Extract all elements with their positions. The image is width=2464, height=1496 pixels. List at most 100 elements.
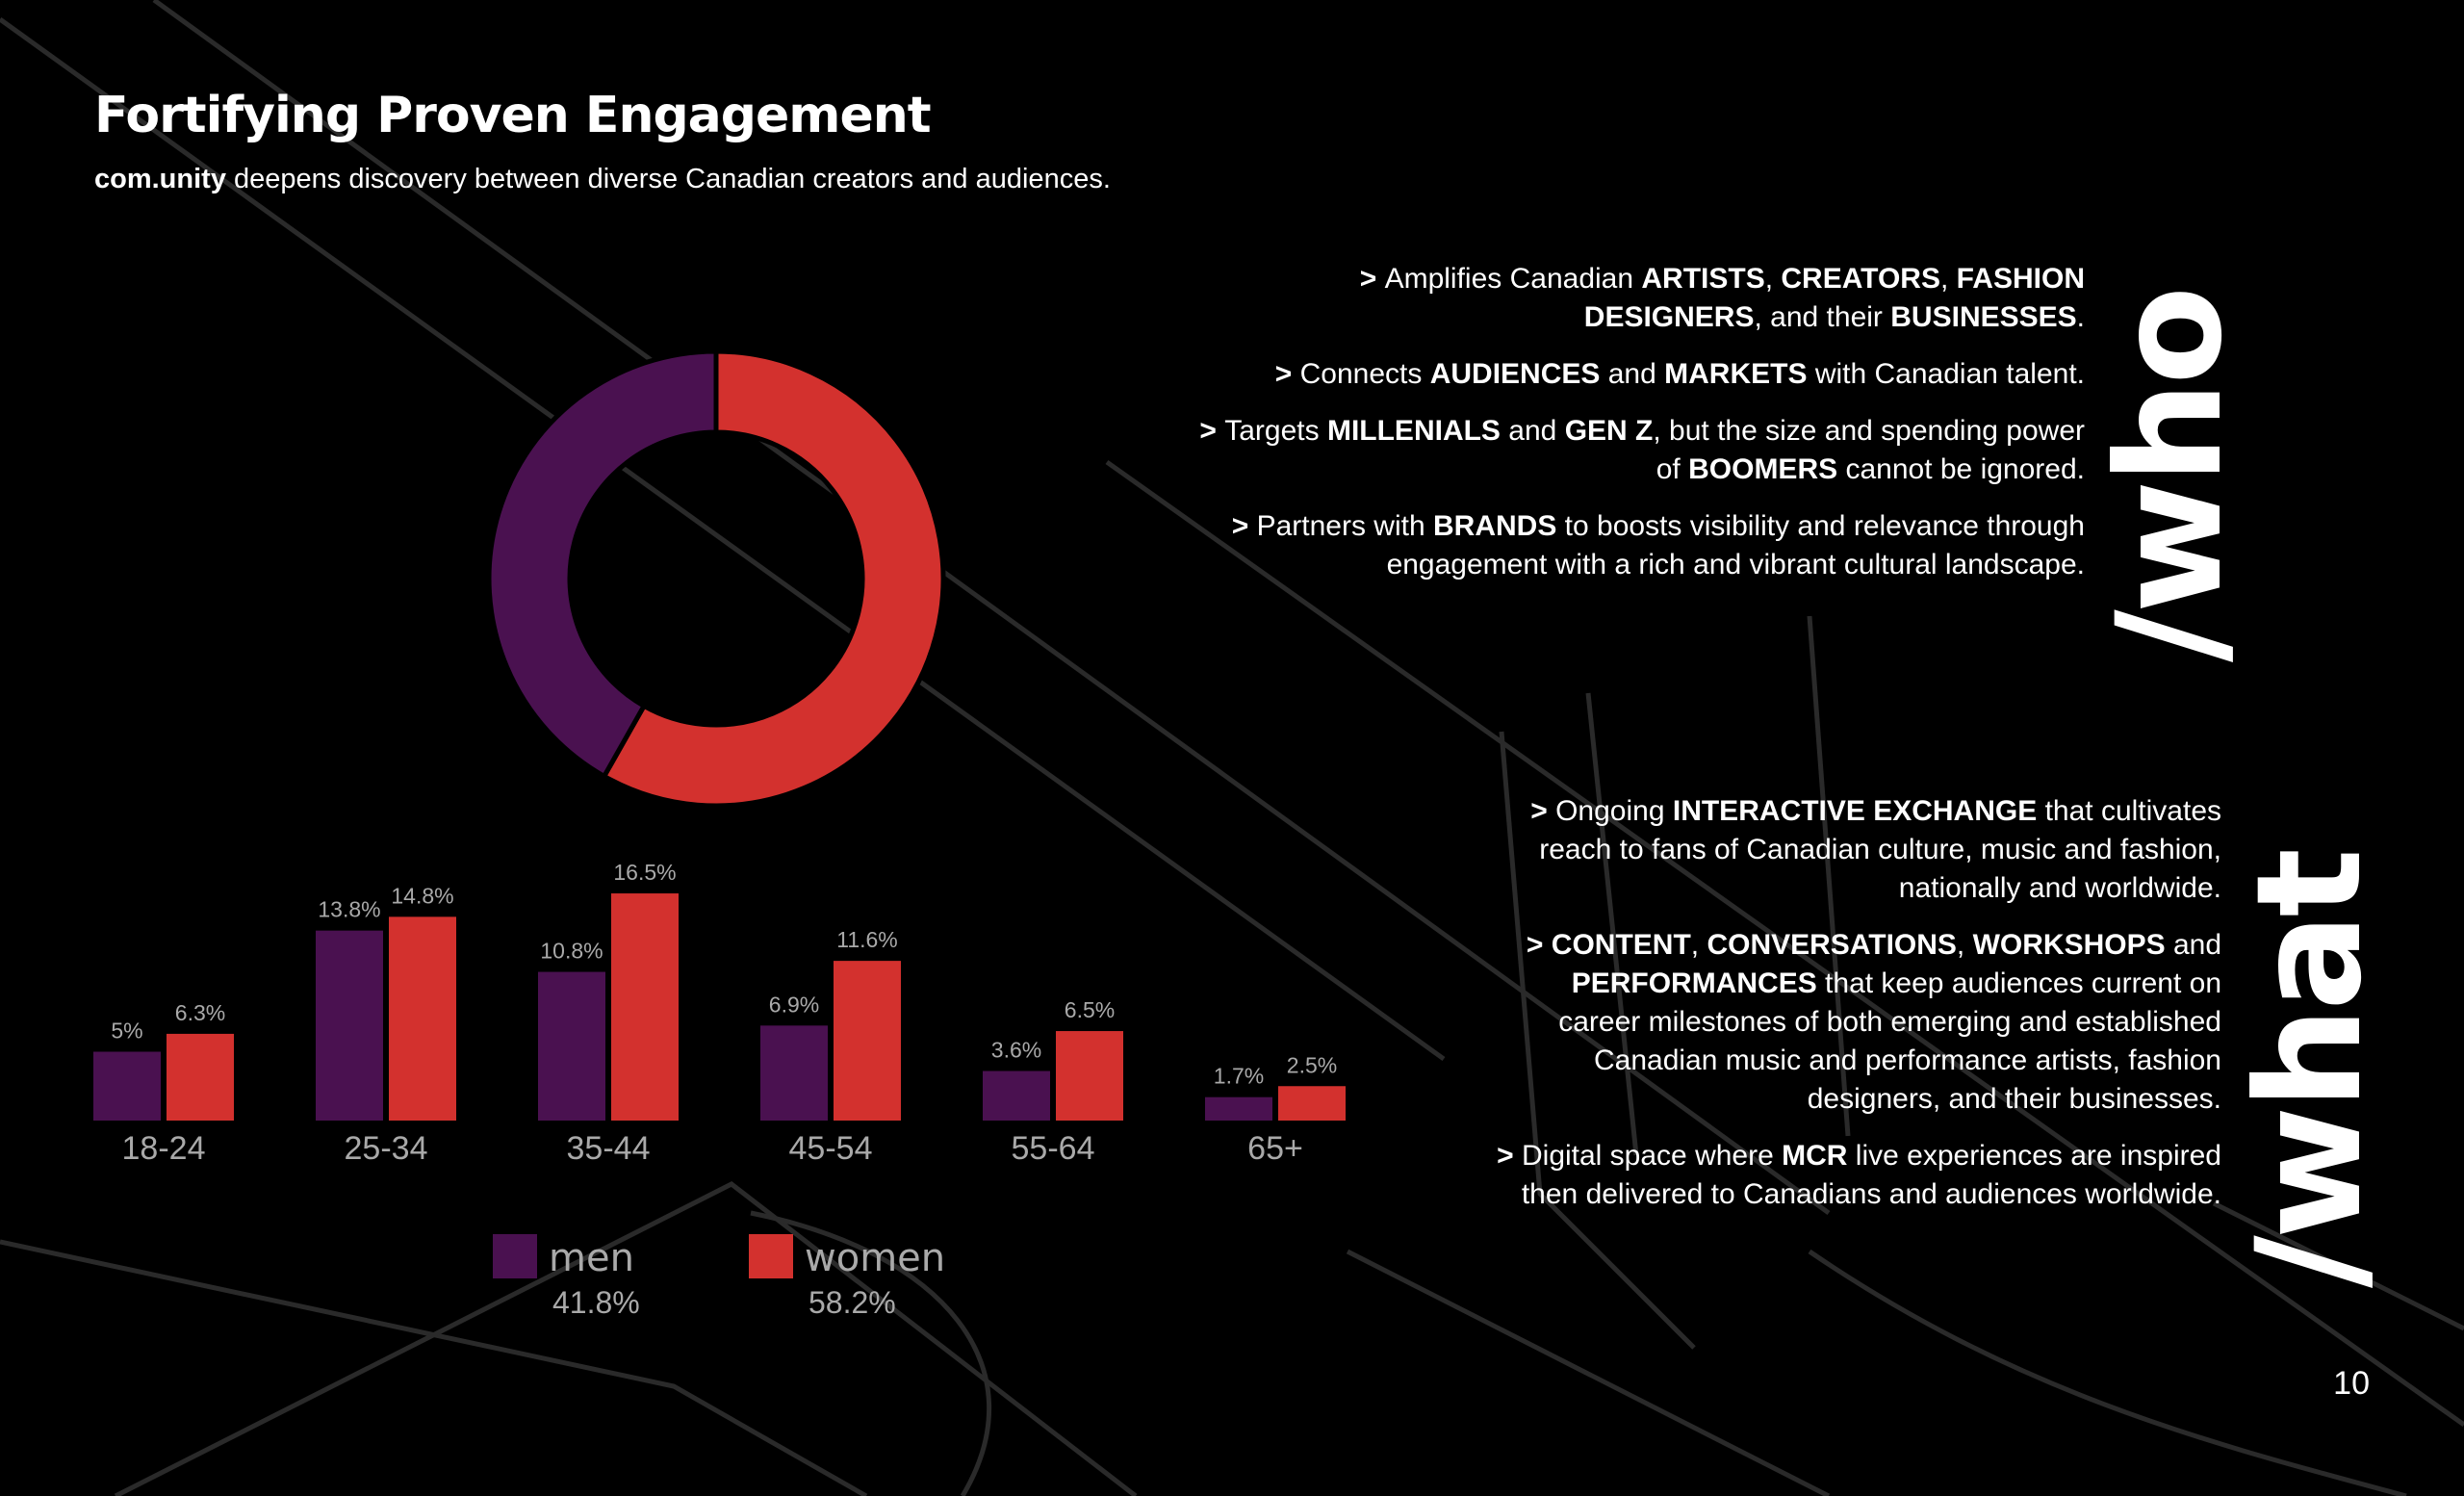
who-bullet-text: , and their bbox=[1754, 301, 1891, 333]
who-bullet-text: MILLENIALS bbox=[1326, 415, 1501, 447]
what-bullet-text: CONTENT bbox=[1551, 929, 1691, 961]
bar-value-label: 6.9% bbox=[769, 992, 819, 1017]
what-bullet-text: CONVERSATIONS bbox=[1707, 929, 1957, 961]
who-bullet-text: BOOMERS bbox=[1688, 453, 1838, 485]
what-bullet-text: > bbox=[1530, 795, 1556, 827]
bar-men-65+ bbox=[1205, 1096, 1272, 1121]
bar-value-label: 13.8% bbox=[318, 897, 380, 922]
legend-swatch-men bbox=[493, 1234, 537, 1278]
who-bullet-text: Amplifies Canadian bbox=[1384, 263, 1642, 295]
bar-women-65+ bbox=[1278, 1086, 1346, 1121]
legend-label: men bbox=[549, 1236, 634, 1280]
who-bullet-text: Targets bbox=[1224, 415, 1327, 447]
bar-men-55-64 bbox=[983, 1070, 1050, 1121]
bar-value-label: 6.5% bbox=[1065, 997, 1115, 1022]
what-bullet-text: PERFORMANCES bbox=[1571, 967, 1817, 999]
who-bullet-text: to boosts visibility and relevance throu… bbox=[1386, 510, 2085, 580]
what-bullet-text: , bbox=[1956, 929, 1973, 961]
bar-value-label: 14.8% bbox=[391, 883, 453, 908]
who-bullet-text: > bbox=[1231, 510, 1257, 542]
page-subtitle: com.unity deepens discovery between dive… bbox=[94, 164, 1111, 195]
who-bullet-text: > bbox=[1199, 415, 1225, 447]
who-bullet-text: with Canadian talent. bbox=[1807, 358, 2085, 390]
who-bullet-text: ARTISTS bbox=[1641, 263, 1765, 295]
who-bullet-text: GEN Z bbox=[1564, 415, 1654, 447]
who-bullet-text: , but the size and spending power of bbox=[1653, 415, 2085, 485]
who-bullet-text: FASHION DESIGNERS bbox=[1583, 263, 2085, 333]
what-bullet-text: , bbox=[1690, 929, 1707, 961]
subtitle-text: deepens discovery between diverse Canadi… bbox=[225, 164, 1111, 194]
legend-value: 58.2% bbox=[808, 1285, 896, 1320]
bar-value-label: 10.8% bbox=[540, 939, 603, 964]
bar-value-label: 1.7% bbox=[1214, 1064, 1264, 1089]
what-bullet-text: > bbox=[1526, 929, 1552, 961]
what-bullet-text: live experiences are inspired then deliv… bbox=[1521, 1140, 2221, 1210]
x-tick-label: 45-54 bbox=[789, 1130, 873, 1167]
bar-women-18-24 bbox=[167, 1033, 234, 1121]
bar-men-25-34 bbox=[316, 930, 383, 1121]
who-bullet-text: > bbox=[1359, 263, 1385, 295]
what-bullet-text: MCR bbox=[1782, 1140, 1848, 1172]
who-heading: /who bbox=[2087, 289, 2254, 662]
what-bullet-text: WORKSHOPS bbox=[1972, 929, 2166, 961]
who-bullet-text: BUSINESSES bbox=[1890, 301, 2077, 333]
bar-women-55-64 bbox=[1056, 1031, 1123, 1121]
bar-value-label: 3.6% bbox=[991, 1038, 1041, 1063]
x-tick-label: 25-34 bbox=[345, 1130, 428, 1167]
who-bullet-text: AUDIENCES bbox=[1429, 358, 1601, 390]
bar-men-18-24 bbox=[93, 1051, 161, 1121]
brand-name: com.unity bbox=[94, 164, 226, 194]
who-bullet: > Connects AUDIENCES and MARKETS with Ca… bbox=[1199, 355, 2085, 394]
bar-women-45-54 bbox=[834, 961, 901, 1121]
x-tick-label: 55-64 bbox=[1012, 1130, 1095, 1167]
who-bullet: > Partners with BRANDS to boosts visibil… bbox=[1199, 507, 2085, 584]
what-bullet-text: Digital space where bbox=[1521, 1140, 1783, 1172]
who-bullet-text: , bbox=[1939, 263, 1957, 295]
who-bullet-text: > bbox=[1274, 358, 1300, 390]
what-bullet-text: INTERACTIVE EXCHANGE bbox=[1672, 795, 2038, 827]
x-tick-label: 65+ bbox=[1247, 1130, 1303, 1167]
who-bullet-text: BRANDS bbox=[1433, 510, 1557, 542]
x-tick-label: 35-44 bbox=[567, 1130, 651, 1167]
who-bullet-text: . bbox=[2076, 301, 2085, 333]
what-bullet-text: Ongoing bbox=[1555, 795, 1673, 827]
donut-slice-women bbox=[601, 348, 946, 809]
who-bullet-text: and bbox=[1600, 358, 1665, 390]
legend-label: women bbox=[805, 1236, 945, 1280]
what-bullet-list: > Ongoing INTERACTIVE EXCHANGE that cult… bbox=[1490, 792, 2221, 1232]
legend-value: 41.8% bbox=[552, 1285, 640, 1320]
bar-value-label: 2.5% bbox=[1287, 1052, 1337, 1077]
what-bullet-text: that cultivates reach to fans of Canadia… bbox=[1539, 795, 2221, 904]
who-bullet-text: Partners with bbox=[1256, 510, 1433, 542]
what-bullet: > Digital space where MCR live experienc… bbox=[1490, 1137, 2221, 1214]
who-bullet-text: cannot be ignored. bbox=[1837, 453, 2085, 485]
what-bullet-text: and bbox=[2165, 929, 2221, 961]
bar-women-25-34 bbox=[389, 916, 456, 1121]
what-bullet-text: > bbox=[1497, 1140, 1522, 1172]
bar-men-35-44 bbox=[538, 971, 605, 1121]
bar-value-label: 6.3% bbox=[175, 1000, 225, 1025]
page-number: 10 bbox=[2333, 1365, 2370, 1402]
who-bullet-text: CREATORS bbox=[1781, 263, 1940, 295]
x-tick-label: 18-24 bbox=[122, 1130, 206, 1167]
who-bullet-text: Connects bbox=[1299, 358, 1430, 390]
who-bullet-text: MARKETS bbox=[1664, 358, 1808, 390]
donut-slice-men bbox=[486, 348, 719, 780]
bar-value-label: 16.5% bbox=[613, 860, 676, 885]
what-bullet: > Ongoing INTERACTIVE EXCHANGE that cult… bbox=[1490, 792, 2221, 908]
who-bullet: > Amplifies Canadian ARTISTS, CREATORS , … bbox=[1199, 260, 2085, 337]
bar-value-label: 5% bbox=[111, 1019, 142, 1044]
bar-value-label: 11.6% bbox=[836, 927, 898, 952]
who-bullet: > Targets MILLENIALS and GEN Z, but the … bbox=[1199, 412, 2085, 489]
who-bullet-list: > Amplifies Canadian ARTISTS, CREATORS , … bbox=[1199, 260, 2085, 603]
who-bullet-text: and bbox=[1500, 415, 1565, 447]
who-bullet-text: , bbox=[1764, 263, 1782, 295]
bar-women-35-44 bbox=[611, 893, 679, 1121]
page-title: Fortifying Proven Engagement bbox=[94, 87, 932, 144]
what-heading: /what bbox=[2226, 851, 2394, 1288]
legend-swatch-women bbox=[749, 1234, 793, 1278]
what-bullet: > CONTENT, CONVERSATIONS, WORKSHOPS and … bbox=[1490, 926, 2221, 1119]
bar-men-45-54 bbox=[760, 1025, 828, 1121]
